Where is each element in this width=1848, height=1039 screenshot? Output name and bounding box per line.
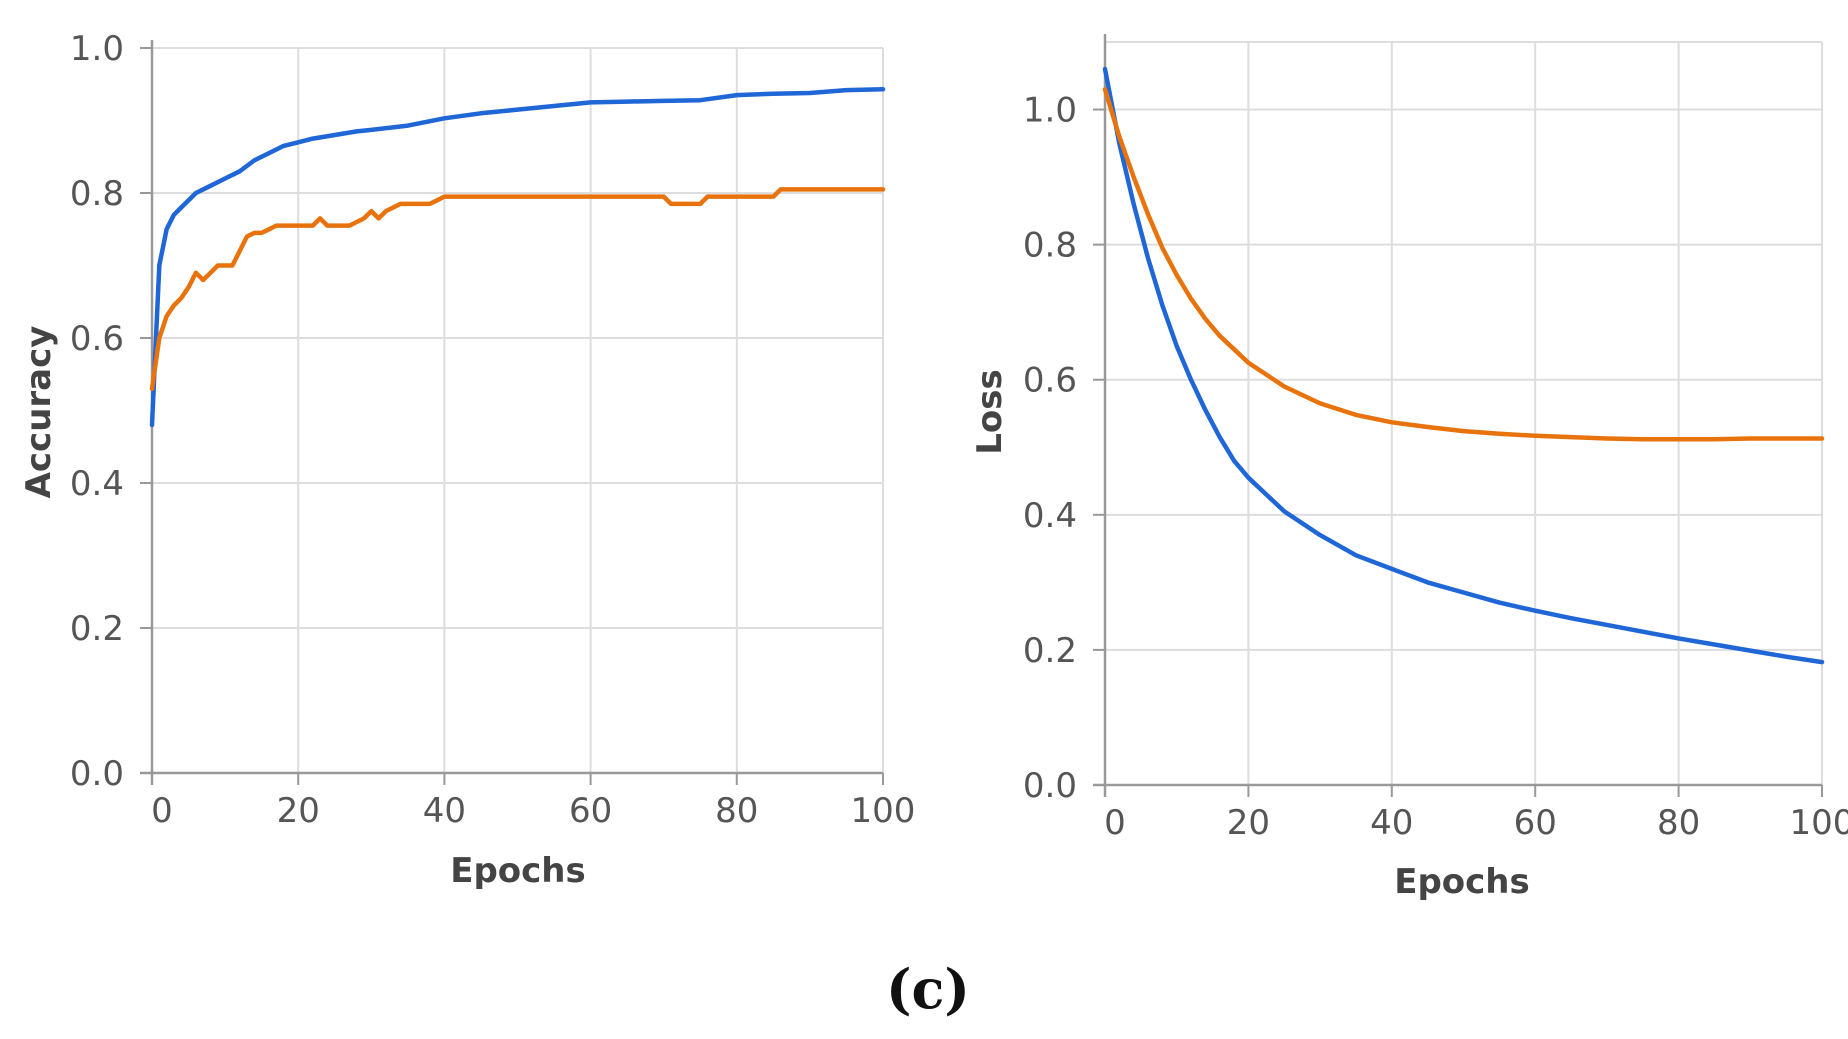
loss-y-tick-label: 0.8 (1023, 226, 1077, 266)
accuracy-y-tick-label: 0.0 (70, 754, 124, 794)
accuracy-y-axis-title: Accuracy (19, 326, 59, 499)
accuracy-grid (152, 47, 884, 773)
loss-x-tick-label: 0 (1104, 803, 1126, 843)
accuracy-y-tick-label: 0.6 (70, 319, 124, 359)
loss-axes (1093, 34, 1822, 797)
accuracy-y-tick-label: 0.4 (70, 464, 124, 504)
accuracy-x-tick-label: 20 (277, 791, 320, 831)
loss-train-line (1102, 66, 1825, 665)
accuracy-x-tick-label: 0 (151, 791, 173, 831)
loss-y-tick-label: 0.2 (1023, 631, 1077, 671)
accuracy-x-ticks: 0 20 40 60 80 100 (151, 773, 915, 831)
accuracy-x-tick-label: 60 (569, 791, 612, 831)
accuracy-train-line (149, 87, 886, 428)
accuracy-x-tick-label: 100 (851, 791, 916, 831)
accuracy-validation-line (149, 187, 886, 392)
loss-validation-line (1102, 87, 1825, 442)
accuracy-series (149, 87, 886, 428)
loss-x-tick-label: 40 (1370, 803, 1413, 843)
loss-x-tick-label: 20 (1227, 803, 1270, 843)
loss-x-ticks: 0 20 40 60 80 100 (1104, 785, 1848, 843)
accuracy-y-tick-label: 1.0 (70, 29, 124, 69)
loss-grid (1105, 41, 1823, 785)
loss-chart: 0 20 40 60 80 100 0.0 0.2 0.4 0.6 0.8 1.0 Epochs L… (970, 34, 1848, 902)
accuracy-x-axis-title: Epochs (450, 851, 586, 891)
loss-y-tick-label: 0.0 (1023, 766, 1077, 806)
accuracy-y-ticks: 0.0 0.2 0.4 0.6 0.8 1.0 (70, 29, 152, 794)
accuracy-y-tick-label: 0.2 (70, 609, 124, 649)
accuracy-chart: 0 20 40 60 80 100 0.0 0.2 0.4 0.6 0.8 1.0 Epochs A… (19, 29, 915, 891)
loss-y-tick-label: 1.0 (1023, 91, 1077, 131)
loss-y-tick-label: 0.4 (1023, 496, 1077, 536)
accuracy-x-tick-label: 80 (715, 791, 758, 831)
loss-x-axis-title: Epochs (1394, 862, 1530, 902)
loss-x-tick-label: 60 (1514, 803, 1557, 843)
loss-y-ticks: 0.0 0.2 0.4 0.6 0.8 1.0 (1023, 91, 1105, 806)
loss-x-tick-label: 80 (1657, 803, 1700, 843)
accuracy-y-tick-label: 0.8 (70, 174, 124, 214)
loss-y-axis-title: Loss (970, 369, 1010, 455)
figure-caption: (c) (886, 957, 970, 1021)
loss-series (1102, 66, 1825, 665)
loss-x-tick-label: 100 (1790, 803, 1848, 843)
accuracy-axes (140, 40, 883, 785)
accuracy-x-tick-label: 40 (423, 791, 466, 831)
loss-y-tick-label: 0.6 (1023, 361, 1077, 401)
